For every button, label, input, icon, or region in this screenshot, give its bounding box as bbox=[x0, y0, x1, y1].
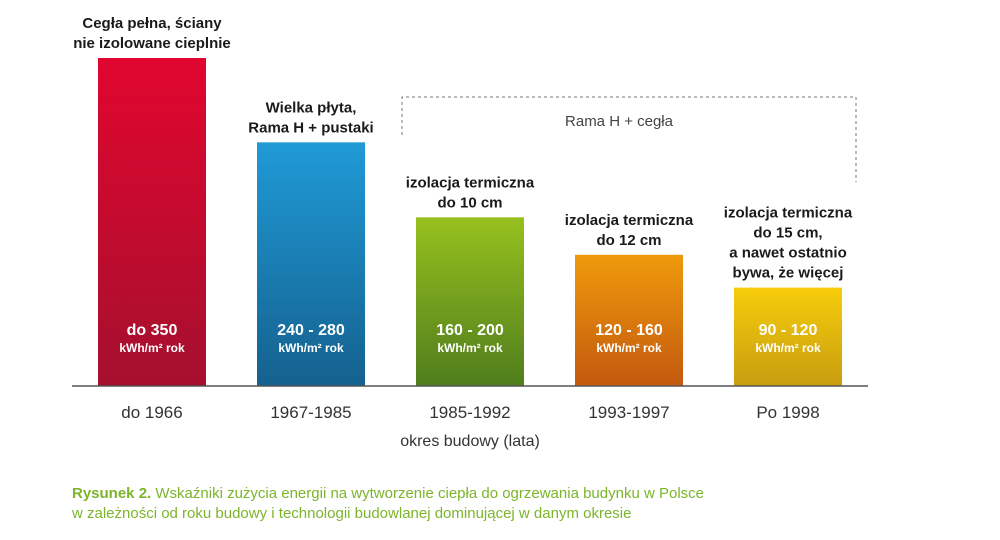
bar-annotation-line: izolacja termiczna bbox=[565, 212, 694, 229]
x-tick-label: Po 1998 bbox=[756, 403, 819, 422]
bar-unit-label: kWh/m² rok bbox=[437, 341, 503, 355]
x-tick-label: 1985-1992 bbox=[429, 403, 510, 422]
bar-2 bbox=[257, 142, 365, 386]
bar-unit-label: kWh/m² rok bbox=[119, 341, 185, 355]
bar-annotation-line: do 12 cm bbox=[596, 232, 661, 249]
bar-annotation-line: Rama H + pustaki bbox=[248, 119, 373, 136]
figure-caption-label: Rysunek 2. bbox=[72, 485, 152, 502]
bar-value-label: 240 - 280 bbox=[277, 322, 345, 339]
bar-annotation-line: bywa, że więcej bbox=[733, 265, 844, 282]
bar-annotation-line: izolacja termiczna bbox=[724, 205, 853, 222]
bar-annotation-line: do 15 cm, bbox=[753, 225, 822, 242]
bar-value-label: 120 - 160 bbox=[595, 322, 663, 339]
x-tick-label: 1967-1985 bbox=[270, 403, 351, 422]
bar-5 bbox=[734, 287, 842, 386]
bar-value-label: 90 - 120 bbox=[759, 322, 818, 339]
bar-annotation-line: Wielka płyta, bbox=[266, 99, 357, 116]
figure-caption-line2: w zależności od roku budowy i technologi… bbox=[72, 505, 632, 522]
bar-value-label: 160 - 200 bbox=[436, 322, 504, 339]
bar-annotation-line: do 10 cm bbox=[437, 194, 502, 211]
labels-group: do 350 kWh/m² rok do 1966 Cegła pełna, ścia… bbox=[73, 15, 853, 422]
bracket-line bbox=[401, 96, 857, 182]
bar-1 bbox=[98, 58, 206, 386]
bar-3 bbox=[416, 217, 524, 386]
bar-annotation-line: izolacja termiczna bbox=[406, 174, 535, 191]
figure-caption-line1: Wskaźniki zużycia energii na wytworzenie… bbox=[155, 485, 704, 502]
bar-annotation-line: a nawet ostatnio bbox=[729, 245, 847, 262]
bar-annotation-line: Cegła pełna, ściany bbox=[82, 15, 222, 32]
bar-unit-label: kWh/m² rok bbox=[596, 341, 662, 355]
energy-consumption-chart: Rama H + cegła do 350 kWh/m² rok do 1966 Ce… bbox=[72, 15, 868, 450]
x-tick-label: do 1966 bbox=[121, 403, 182, 422]
figure-caption: Rysunek 2. Wskaźniki zużycia energii na … bbox=[72, 484, 972, 524]
bar-4 bbox=[575, 254, 683, 386]
x-axis-title: okres budowy (lata) bbox=[400, 433, 540, 450]
rama-h-bracket: Rama H + cegła bbox=[401, 96, 857, 182]
bars-group bbox=[98, 58, 842, 386]
bar-annotation-line: nie izolowane cieplnie bbox=[73, 35, 231, 52]
bracket-label: Rama H + cegła bbox=[565, 113, 674, 130]
bar-unit-label: kWh/m² rok bbox=[755, 341, 821, 355]
bar-value-label: do 350 bbox=[127, 322, 178, 339]
bar-unit-label: kWh/m² rok bbox=[278, 341, 344, 355]
x-tick-label: 1993-1997 bbox=[588, 403, 669, 422]
